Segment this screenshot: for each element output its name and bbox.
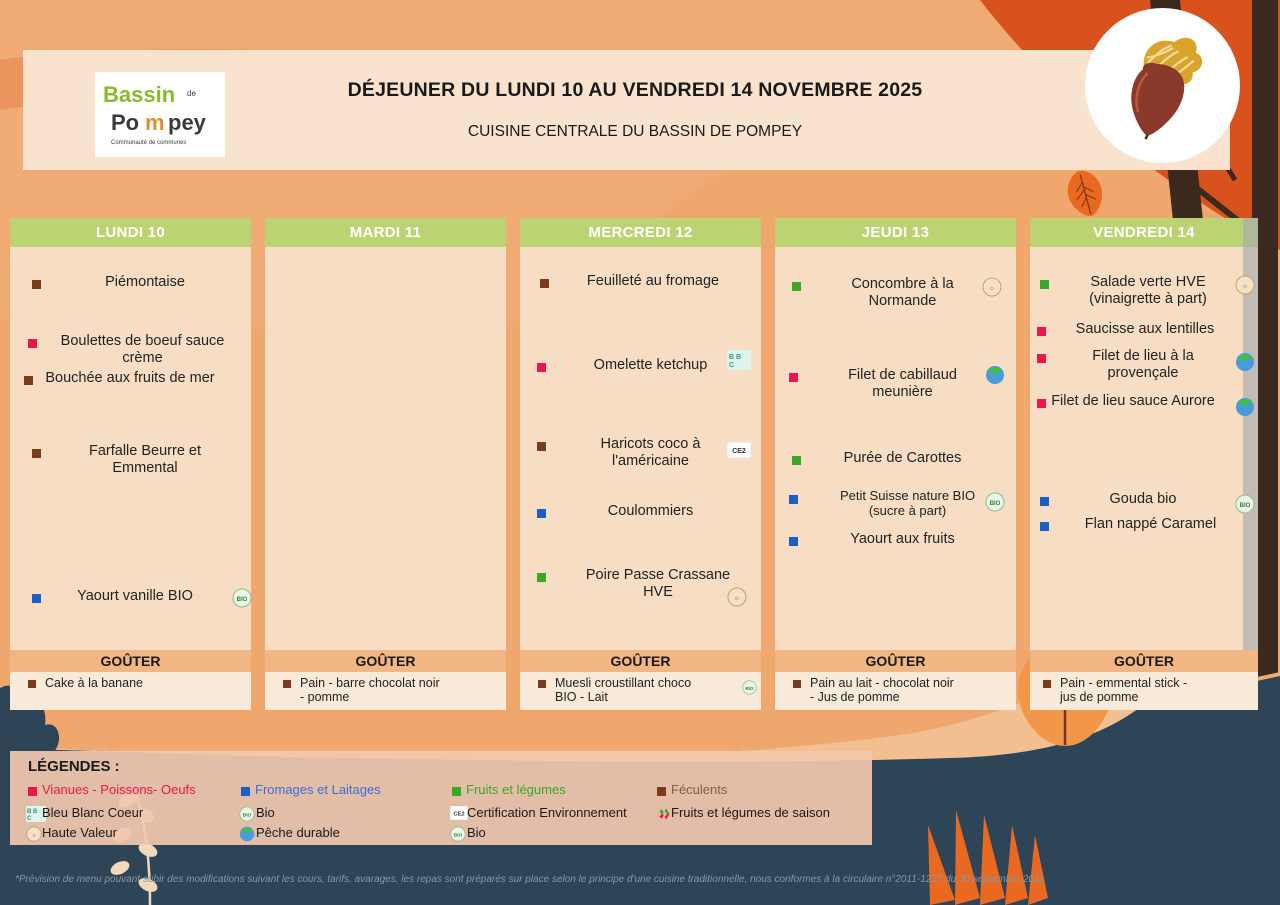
- svg-text:B: B: [33, 809, 38, 815]
- svg-text:B: B: [27, 809, 32, 815]
- svg-text:Communauté de communes: Communauté de communes: [111, 140, 186, 146]
- svg-text:Po: Po: [111, 110, 139, 135]
- svg-text:☼: ☼: [31, 832, 36, 838]
- svg-text:B: B: [736, 354, 741, 361]
- svg-text:☼: ☼: [989, 285, 995, 292]
- svg-text:Bassin: Bassin: [103, 82, 175, 107]
- svg-text:BIO: BIO: [1240, 503, 1251, 509]
- svg-text:BIO: BIO: [745, 686, 754, 691]
- svg-text:B: B: [729, 354, 734, 361]
- svg-text:pey: pey: [168, 110, 207, 135]
- svg-text:☼: ☼: [734, 595, 740, 602]
- svg-text:C: C: [729, 362, 734, 369]
- svg-text:CE2: CE2: [453, 812, 464, 818]
- svg-text:BIO: BIO: [237, 597, 248, 603]
- svg-text:BIO: BIO: [243, 812, 252, 818]
- svg-text:BIO: BIO: [990, 501, 1001, 507]
- svg-text:C: C: [27, 816, 32, 822]
- svg-text:BIO: BIO: [454, 832, 463, 838]
- svg-text:m: m: [145, 110, 165, 135]
- svg-text:☼: ☼: [1242, 283, 1248, 290]
- svg-text:CE2: CE2: [732, 448, 746, 455]
- svg-text:de: de: [187, 89, 196, 98]
